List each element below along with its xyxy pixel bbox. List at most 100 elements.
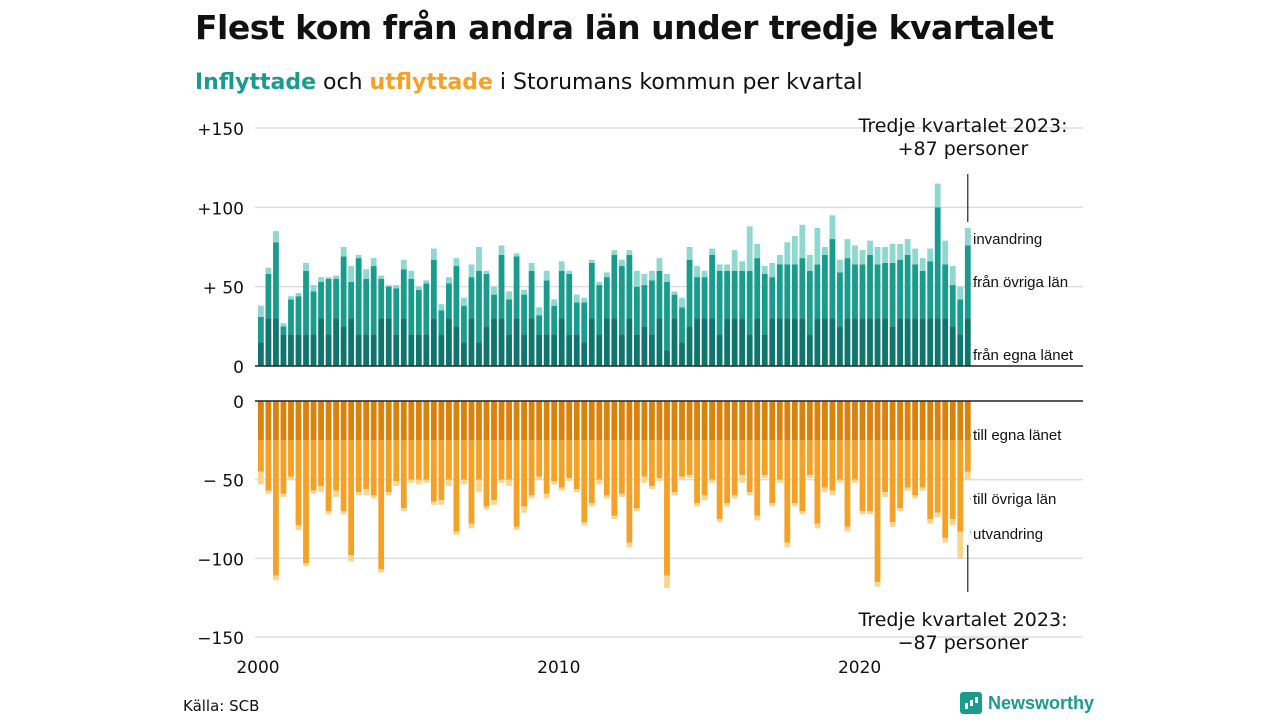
bar-out-segment [814, 440, 821, 524]
bar-in-segment [649, 334, 655, 366]
bar-in-segment [370, 258, 377, 267]
bar-in-segment [701, 270, 708, 278]
bar-in-segment [634, 334, 640, 366]
bar-out-segment [641, 440, 648, 477]
bar-in-segment [483, 270, 490, 274]
bar-in-segment [310, 285, 317, 292]
bar-out-segment [761, 440, 768, 475]
bar-in-segment [408, 270, 415, 279]
bar-in-segment [521, 334, 527, 366]
bar-in-segment [385, 285, 392, 287]
bar-out-segment [679, 440, 685, 477]
bar-out-segment [363, 401, 370, 441]
bar-out-segment [491, 440, 497, 501]
bar-in-segment [641, 273, 648, 286]
bar-out-segment [393, 481, 400, 486]
bar-in-segment [378, 278, 385, 319]
bar-in-segment [258, 342, 264, 366]
bar-out-segment [438, 440, 445, 501]
bar-out-segment [852, 401, 858, 441]
bar-out-segment [694, 440, 700, 504]
bar-out-segment [656, 440, 663, 479]
bar-out-segment [791, 503, 798, 507]
bar-out-segment [333, 440, 339, 491]
bar-in-segment [626, 254, 633, 319]
bar-in-segment [280, 323, 287, 327]
bar-out-segment [822, 401, 828, 441]
bar-out-segment [581, 440, 588, 523]
bar-in-segment [355, 334, 362, 366]
bar-in-segment [288, 334, 294, 366]
bar-in-segment [355, 254, 362, 259]
bar-in-segment [694, 318, 700, 366]
bar-out-segment [340, 401, 347, 441]
bar-out-segment [288, 440, 294, 477]
bar-out-segment [829, 401, 836, 441]
bar-out-segment [754, 401, 761, 441]
bar-in-segment [776, 254, 783, 265]
bar-out-segment [679, 401, 685, 441]
bar-in-segment [333, 278, 339, 319]
bar-out-segment [716, 440, 723, 519]
bar-in-segment [461, 342, 467, 366]
bar-out-segment [739, 401, 746, 441]
bar-out-segment [415, 479, 422, 485]
bar-in-segment [498, 245, 505, 255]
bar-out-segment [949, 401, 956, 441]
bar-in-segment [859, 264, 866, 319]
bar-out-segment [408, 440, 415, 480]
bar-out-segment [671, 401, 678, 441]
bar-out-segment [776, 401, 783, 441]
bar-in-segment [822, 247, 828, 255]
bar-out-segment [731, 401, 738, 441]
bar-in-segment [769, 277, 776, 319]
bar-in-segment [400, 269, 407, 319]
bar-out-segment [724, 440, 731, 504]
bar-in-segment [603, 277, 610, 319]
bar-out-segment [761, 474, 768, 479]
bar-in-segment [799, 318, 806, 366]
bar-out-segment [551, 440, 558, 482]
bar-out-segment [498, 401, 505, 441]
bar-out-segment [543, 440, 550, 494]
bar-in-segment [408, 278, 415, 335]
bar-out-segment [822, 487, 828, 493]
bar-in-segment [664, 281, 670, 351]
bar-out-segment [664, 575, 670, 589]
bar-in-segment [746, 334, 753, 366]
y-tick-label: + 50 [203, 279, 244, 299]
bar-in-segment [957, 286, 964, 300]
bar-out-segment [957, 531, 964, 559]
bar-in-segment [754, 258, 761, 319]
bar-in-segment [573, 334, 580, 366]
bar-out-segment [596, 479, 603, 485]
bar-out-segment [618, 401, 625, 441]
bar-out-segment [408, 479, 415, 483]
bar-in-segment [867, 240, 873, 255]
bar-in-segment [837, 272, 843, 327]
bar-out-segment [423, 479, 430, 483]
bar-in-segment [746, 226, 753, 271]
bar-out-segment [829, 440, 836, 491]
bar-in-segment [964, 318, 971, 366]
bar-out-segment [273, 575, 279, 581]
bar-out-segment [461, 440, 467, 480]
bar-in-segment [754, 318, 761, 366]
bar-in-segment [784, 318, 791, 366]
bar-in-segment [739, 318, 746, 366]
bar-out-segment [280, 401, 287, 441]
bar-in-segment [333, 275, 339, 279]
bar-in-segment [415, 289, 422, 335]
bar-in-segment [310, 334, 317, 366]
bar-out-segment [453, 440, 460, 532]
bar-in-segment [859, 318, 866, 366]
bar-out-segment [491, 401, 497, 441]
bar-out-segment [686, 401, 693, 441]
bar-in-segment [641, 285, 648, 327]
bar-out-segment [769, 503, 776, 507]
bar-out-segment [446, 440, 452, 480]
bar-out-segment [348, 440, 355, 556]
bar-out-segment [363, 489, 370, 496]
bar-out-segment [528, 401, 535, 441]
bar-in-segment [273, 318, 279, 366]
